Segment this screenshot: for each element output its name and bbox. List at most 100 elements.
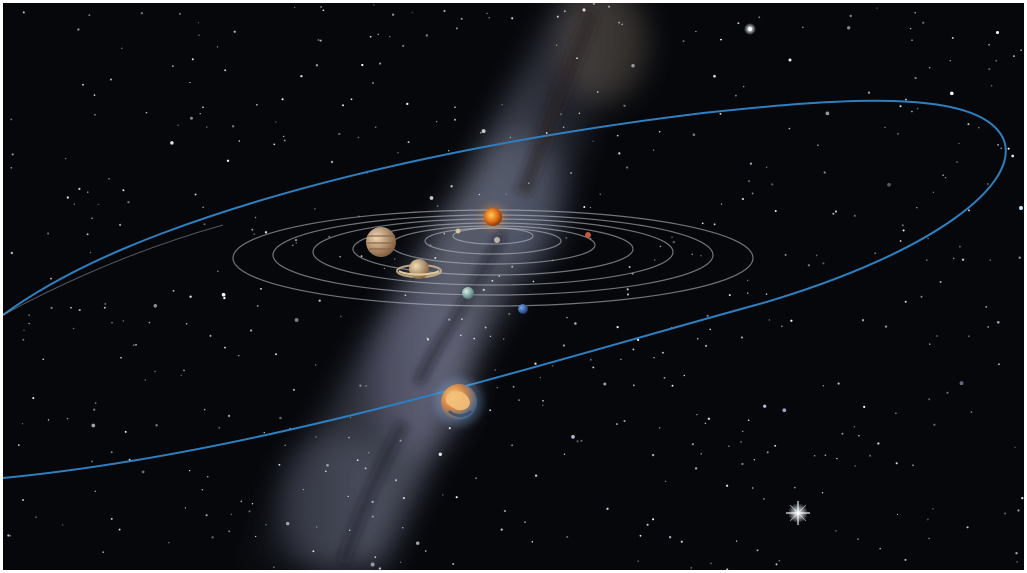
star xyxy=(997,144,999,146)
star xyxy=(896,513,899,516)
star xyxy=(216,46,219,48)
star xyxy=(658,130,661,133)
star xyxy=(124,430,127,433)
star xyxy=(47,232,50,235)
star xyxy=(87,191,89,193)
star xyxy=(448,318,451,321)
star xyxy=(211,536,214,539)
star xyxy=(1017,509,1020,512)
star xyxy=(914,11,917,14)
star xyxy=(7,534,10,537)
star xyxy=(190,116,193,120)
star xyxy=(400,561,402,563)
star xyxy=(35,516,37,518)
star xyxy=(713,74,716,78)
star xyxy=(696,337,699,340)
star xyxy=(1020,49,1022,51)
star xyxy=(81,83,85,86)
star xyxy=(256,305,259,307)
star xyxy=(209,334,212,337)
star xyxy=(10,251,13,255)
star xyxy=(238,140,241,142)
star xyxy=(185,323,188,325)
star xyxy=(932,191,935,194)
star xyxy=(899,105,902,108)
star xyxy=(443,232,446,235)
star xyxy=(869,454,872,457)
star xyxy=(853,214,856,217)
star xyxy=(508,312,511,315)
star xyxy=(563,453,566,455)
star xyxy=(997,321,1000,324)
star xyxy=(720,38,722,41)
star xyxy=(874,252,877,255)
star xyxy=(426,337,429,339)
star xyxy=(897,132,899,135)
star xyxy=(775,563,778,566)
star xyxy=(985,305,988,308)
star xyxy=(251,503,254,505)
star xyxy=(988,43,990,46)
star xyxy=(691,443,695,446)
star xyxy=(661,351,664,354)
star xyxy=(854,465,856,467)
mercury xyxy=(494,237,500,243)
star xyxy=(66,417,69,420)
star xyxy=(939,281,942,283)
star xyxy=(367,451,370,454)
star xyxy=(929,343,931,345)
star xyxy=(728,294,731,297)
star xyxy=(542,404,544,406)
star xyxy=(967,123,970,126)
star xyxy=(273,143,276,146)
star xyxy=(653,356,655,359)
star xyxy=(562,126,565,129)
star xyxy=(637,560,640,563)
star xyxy=(72,327,75,330)
star xyxy=(735,540,738,542)
star xyxy=(224,346,226,349)
star xyxy=(658,426,661,429)
star xyxy=(77,28,80,31)
star xyxy=(590,359,592,361)
star xyxy=(967,209,971,212)
star xyxy=(481,129,486,134)
star xyxy=(958,142,960,145)
star xyxy=(621,23,623,26)
star xyxy=(203,408,206,411)
star xyxy=(737,22,740,25)
star xyxy=(576,57,578,60)
star xyxy=(172,65,174,67)
star xyxy=(560,113,562,116)
star xyxy=(639,534,642,537)
star xyxy=(774,444,777,447)
star xyxy=(911,39,913,41)
star xyxy=(438,452,443,457)
star xyxy=(824,454,827,457)
star xyxy=(825,111,830,116)
distant-orbit-faint-arc xyxy=(3,224,224,316)
star xyxy=(566,316,568,319)
star xyxy=(64,157,67,160)
star xyxy=(542,400,544,402)
star xyxy=(740,440,742,443)
star xyxy=(663,376,666,379)
star xyxy=(925,259,928,262)
star xyxy=(719,112,722,115)
star xyxy=(863,405,866,408)
star xyxy=(109,78,112,81)
star xyxy=(404,294,407,297)
star xyxy=(486,12,488,15)
mars xyxy=(585,232,591,238)
star xyxy=(987,325,990,328)
star xyxy=(1007,147,1010,150)
star xyxy=(509,136,512,139)
star xyxy=(895,462,898,465)
star xyxy=(928,537,930,540)
star xyxy=(511,17,514,20)
star xyxy=(936,335,938,337)
star xyxy=(50,306,53,310)
star xyxy=(911,110,913,113)
star xyxy=(91,423,96,428)
star xyxy=(583,206,586,208)
